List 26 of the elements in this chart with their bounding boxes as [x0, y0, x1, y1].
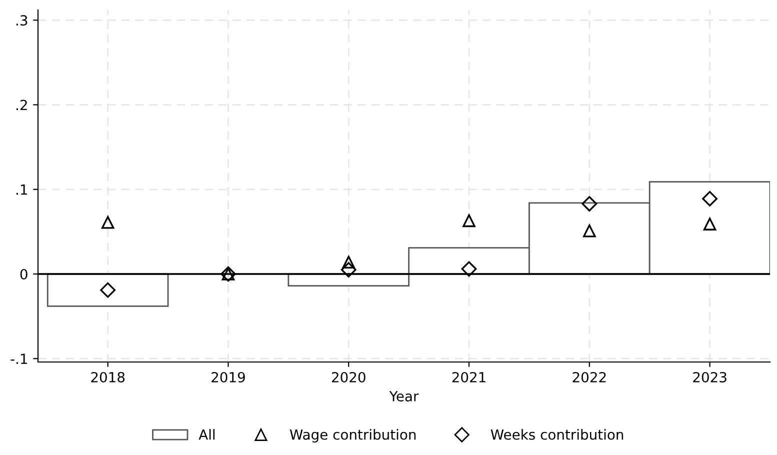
point: [100, 282, 116, 298]
point: [461, 261, 477, 277]
x-tick-label: 2021: [452, 372, 486, 382]
y-tick-label: .1: [16, 184, 27, 195]
y-tick-label: 0: [20, 268, 28, 280]
x-tick-label: 2019: [212, 372, 245, 382]
legend-label: Weeks contribution: [490, 429, 624, 440]
point: [101, 216, 114, 229]
x-tick-label: 2020: [332, 372, 366, 382]
point: [462, 214, 476, 228]
point: [342, 256, 356, 269]
x-tick-label: 2023: [693, 372, 726, 382]
bar: [46, 273, 169, 307]
x-tick-label: 2018: [91, 372, 125, 382]
legend-label: All: [198, 429, 215, 440]
x-axis-title: Year: [389, 391, 419, 402]
y-tick-label: -.1: [10, 354, 27, 364]
point: [703, 218, 716, 230]
legend-label: Wage contribution: [290, 429, 416, 442]
point: [583, 224, 596, 238]
y-tick-label: .3: [16, 15, 28, 26]
x-tick-label: 2022: [572, 372, 606, 382]
point: [702, 190, 718, 206]
y-tick-label: .2: [16, 100, 27, 110]
point: [582, 196, 598, 212]
point: [340, 262, 356, 278]
